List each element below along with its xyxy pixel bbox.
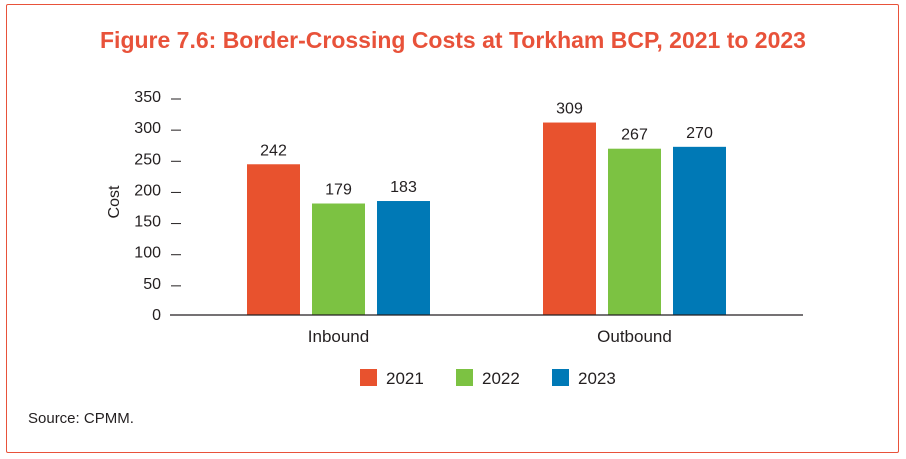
data-label: 267 [621,127,648,144]
bar-outbound-2021 [543,122,596,315]
x-tick-label: Outbound [597,327,672,346]
legend-label-2022: 2022 [482,369,520,388]
x-tick-label: Inbound [308,327,369,346]
legend-swatch-2021 [360,369,377,386]
legend: 2021 2022 2023 [360,369,616,388]
y-tick-label: 50 [143,276,161,293]
y-axis-label: Cost [106,185,123,218]
y-axis: 0 50 100 150 200 250 300 350 [134,89,181,324]
legend-label-2021: 2021 [386,369,424,388]
y-tick-label: 350 [134,89,161,106]
x-axis: Inbound Outbound [308,327,672,346]
data-label: 309 [556,101,583,118]
bar-inbound-2023 [377,201,430,315]
bar-inbound-2022 [312,203,365,315]
y-tick-label: 250 [134,151,161,168]
legend-swatch-2022 [456,369,473,386]
data-label: 183 [390,179,417,196]
y-tick-label: 300 [134,120,161,137]
bar-outbound-2023 [673,146,726,315]
data-label: 242 [260,142,287,159]
legend-label-2023: 2023 [578,369,616,388]
source-note: Source: CPMM. [28,410,134,427]
legend-swatch-2023 [552,369,569,386]
bars: 242 179 183 309 267 270 [247,101,726,315]
bar-outbound-2022 [608,148,661,315]
data-label: 179 [325,182,352,199]
y-tick-label: 200 [134,182,161,199]
chart-title: Figure 7.6: Border-Crossing Costs at Tor… [100,27,806,53]
y-tick-label: 150 [134,214,161,231]
y-tick-label: 0 [152,307,161,324]
figure-frame [6,4,899,453]
data-label: 270 [686,125,713,142]
bar-inbound-2021 [247,164,300,315]
y-tick-label: 100 [134,245,161,262]
